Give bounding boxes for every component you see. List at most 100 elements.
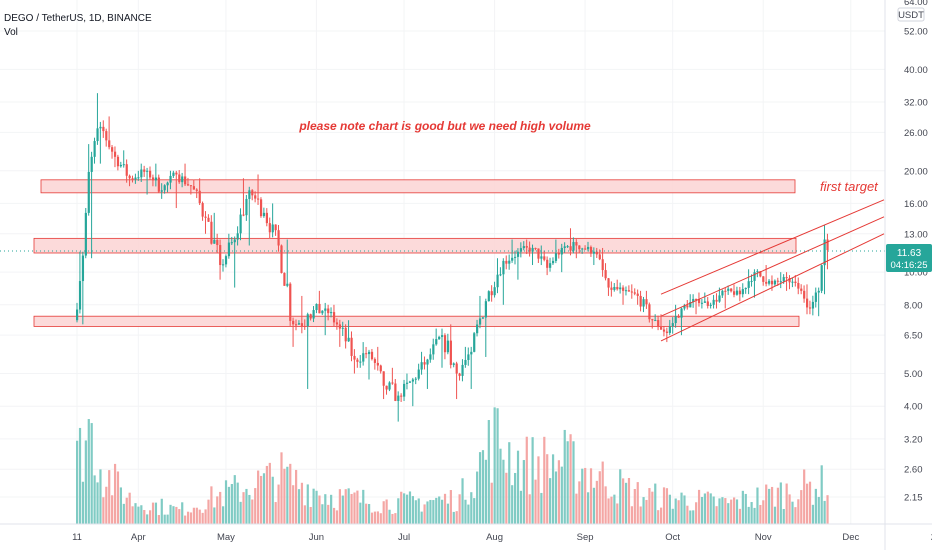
- symbol-title[interactable]: DEGO / TetherUS, 1D, BINANCE: [4, 13, 152, 24]
- candle-body: [122, 164, 125, 166]
- volume-bar: [744, 493, 747, 524]
- horizontal-zone[interactable]: [33, 237, 797, 254]
- price-tick-label: 4.00: [904, 402, 923, 413]
- volume-indicator-label[interactable]: Vol: [4, 27, 18, 38]
- ascending-channel[interactable]: [660, 199, 885, 342]
- volume-bar: [84, 440, 87, 524]
- volume-bar: [332, 507, 336, 524]
- candle-body: [251, 190, 254, 196]
- horizontal-zones[interactable]: [33, 179, 800, 327]
- volume-bar: [709, 493, 712, 524]
- price-tick-label: 6.50: [904, 331, 923, 342]
- volume-bar: [808, 481, 812, 524]
- candle-body: [703, 301, 706, 303]
- candle-body: [119, 164, 122, 167]
- volume-bar: [321, 504, 324, 524]
- volume-bar: [105, 486, 108, 524]
- candle-body: [248, 190, 251, 199]
- volume-bar: [379, 513, 382, 524]
- volume-bar: [695, 502, 698, 524]
- candle-body: [823, 239, 826, 266]
- volume-bar: [163, 514, 166, 524]
- volume-bar: [665, 488, 669, 524]
- volume-bar: [160, 498, 163, 524]
- candle-body: [315, 303, 318, 311]
- candle-body: [178, 174, 181, 183]
- volume-bar: [207, 499, 210, 524]
- channel-line[interactable]: [660, 199, 885, 295]
- candle-body: [534, 247, 537, 249]
- candle-body: [184, 176, 187, 185]
- candle-body: [297, 323, 301, 325]
- volume-bar: [397, 498, 400, 524]
- volume-bar: [341, 495, 344, 524]
- volume-bar: [222, 506, 225, 524]
- volume-bar: [765, 484, 768, 524]
- volume-bar: [242, 492, 245, 524]
- candle-body: [765, 281, 768, 284]
- candle-body: [242, 214, 245, 216]
- candle-body: [449, 340, 452, 365]
- volume-bar: [90, 423, 93, 524]
- channel-line[interactable]: [660, 216, 885, 317]
- volume-bar: [441, 499, 444, 524]
- volume-bar: [96, 482, 99, 524]
- volume-bar: [257, 470, 260, 524]
- time-tick-label: Sep: [577, 532, 594, 543]
- volume-bar: [680, 492, 683, 524]
- volume-bar: [370, 512, 374, 524]
- candle-body: [467, 354, 470, 360]
- candle-body: [96, 128, 99, 142]
- volume-bar: [423, 504, 426, 524]
- volume-bar: [230, 484, 233, 524]
- volume-bar: [803, 469, 806, 524]
- volume-bar: [768, 488, 771, 524]
- grid-lines: [0, 0, 885, 524]
- volume-bar: [408, 491, 412, 524]
- candle-body: [747, 281, 750, 288]
- candle-body: [420, 362, 423, 370]
- volume-bar: [192, 507, 195, 524]
- candle-body: [551, 260, 555, 264]
- candle-body: [683, 305, 686, 309]
- candle-body: [332, 312, 336, 323]
- volume-bar: [806, 483, 809, 524]
- volume-bar: [449, 490, 452, 524]
- candle-body: [330, 312, 333, 314]
- candle-body: [78, 281, 82, 310]
- volume-bar: [111, 495, 114, 524]
- price-scale[interactable]: 64.00 USDT 52.00 40.00 32.00 26.00 20.00 16.0…: [897, 0, 928, 504]
- first-target-annotation[interactable]: first target: [820, 179, 879, 194]
- volume-bar: [610, 496, 613, 524]
- candle-body: [741, 289, 744, 295]
- candle-body: [750, 280, 753, 282]
- volume-bar: [470, 492, 473, 524]
- volume-bar: [519, 490, 523, 524]
- volume-note-annotation[interactable]: please note chart is good but we need hi…: [298, 119, 591, 133]
- candle-body: [192, 186, 195, 190]
- candle-body: [528, 247, 531, 252]
- candle-body: [627, 290, 631, 292]
- candlesticks[interactable]: [76, 93, 829, 422]
- candle-body: [216, 239, 219, 246]
- time-axis[interactable]: 11 Apr May Jun Jul Aug Sep Oct Nov Dec 2022: [72, 532, 932, 543]
- candle-body: [365, 353, 368, 355]
- candle-body: [657, 320, 660, 328]
- candle-body: [403, 383, 406, 397]
- volume-bar: [461, 478, 464, 524]
- volume-bar: [721, 497, 724, 524]
- candle-body: [268, 223, 271, 233]
- horizontal-zone[interactable]: [40, 179, 796, 194]
- volume-bar: [607, 498, 610, 524]
- volume-bar: [274, 502, 277, 524]
- channel-line[interactable]: [660, 233, 885, 342]
- currency-badge[interactable]: [897, 7, 925, 22]
- candle-body: [572, 242, 575, 251]
- candle-body: [335, 322, 339, 325]
- horizontal-zone[interactable]: [33, 315, 800, 327]
- candle-body: [230, 242, 233, 244]
- volume-bar: [172, 506, 175, 524]
- volume-bar: [303, 505, 306, 524]
- price-tick-label: 2.60: [904, 465, 923, 476]
